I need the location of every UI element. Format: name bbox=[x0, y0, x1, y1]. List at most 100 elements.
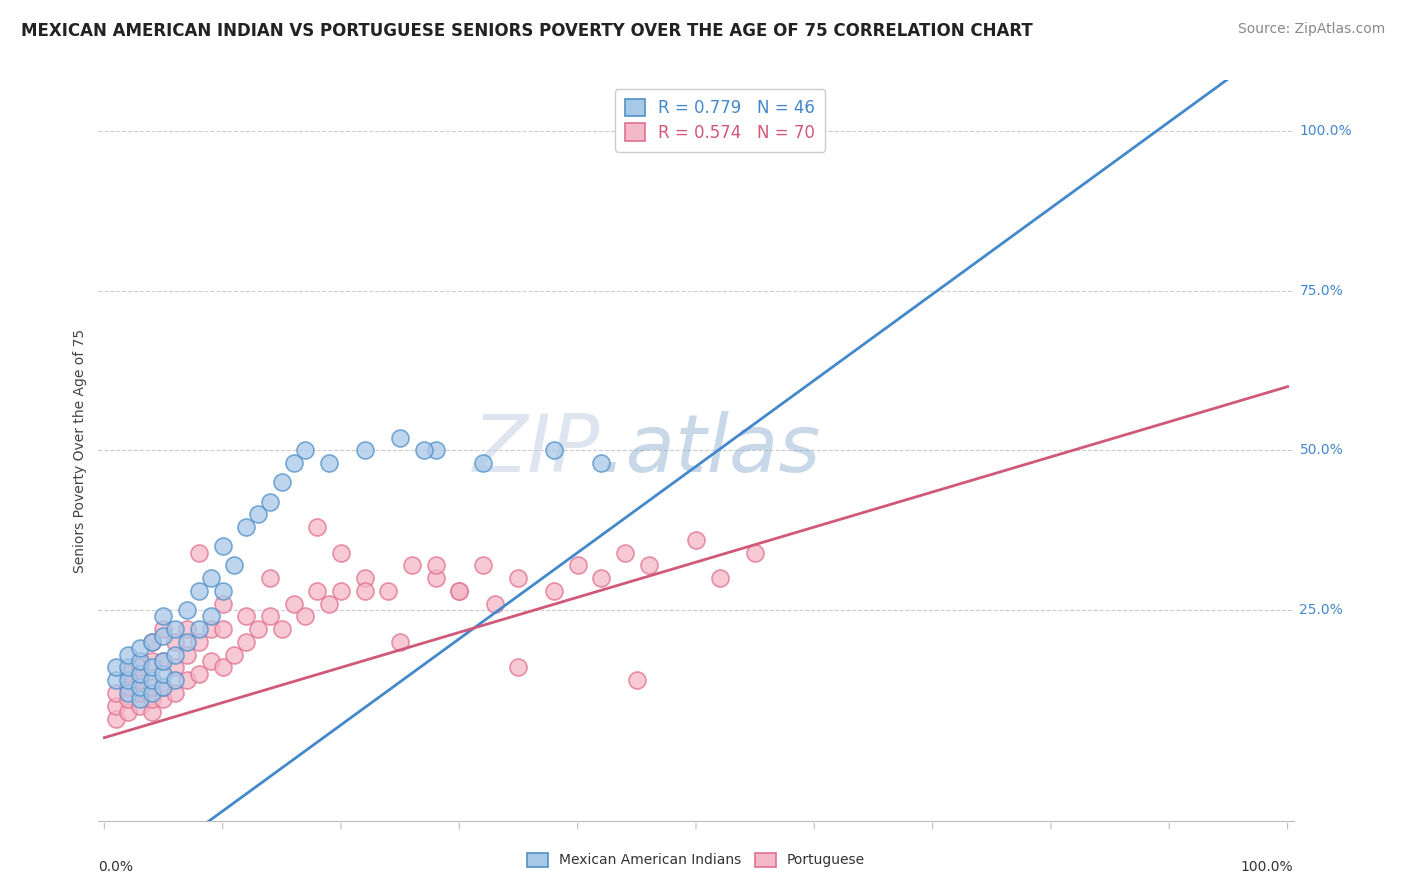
Point bbox=[128, 673, 150, 688]
Text: 100.0%: 100.0% bbox=[1241, 860, 1294, 873]
Point bbox=[744, 545, 766, 559]
Point bbox=[105, 698, 128, 713]
Point bbox=[128, 686, 150, 700]
Point bbox=[188, 545, 211, 559]
Point bbox=[330, 583, 353, 598]
Point bbox=[141, 680, 163, 694]
Text: 100.0%: 100.0% bbox=[1299, 124, 1353, 138]
Point bbox=[141, 705, 163, 719]
Point bbox=[117, 686, 139, 700]
Point bbox=[152, 654, 174, 668]
Point bbox=[152, 666, 174, 681]
Point bbox=[141, 673, 163, 688]
Point bbox=[294, 443, 316, 458]
Point bbox=[105, 673, 128, 688]
Text: 50.0%: 50.0% bbox=[1299, 443, 1343, 458]
Point bbox=[283, 456, 305, 470]
Point bbox=[353, 583, 375, 598]
Point bbox=[152, 609, 174, 624]
Point bbox=[401, 558, 423, 573]
Point bbox=[377, 583, 399, 598]
Point bbox=[117, 666, 139, 681]
Point bbox=[117, 705, 139, 719]
Point bbox=[259, 571, 281, 585]
Point bbox=[141, 635, 163, 649]
Point bbox=[128, 654, 150, 668]
Point bbox=[235, 520, 257, 534]
Point bbox=[188, 583, 211, 598]
Point bbox=[117, 680, 139, 694]
Point bbox=[425, 571, 447, 585]
Point bbox=[283, 597, 305, 611]
Point bbox=[165, 686, 187, 700]
Point bbox=[188, 622, 211, 636]
Point bbox=[211, 660, 233, 674]
Point bbox=[141, 686, 163, 700]
Point bbox=[259, 609, 281, 624]
Point bbox=[176, 648, 198, 662]
Point bbox=[318, 597, 340, 611]
Point bbox=[224, 648, 246, 662]
Point bbox=[128, 692, 150, 706]
Point bbox=[211, 597, 233, 611]
Point bbox=[389, 635, 412, 649]
Point bbox=[141, 654, 163, 668]
Point bbox=[200, 609, 222, 624]
Point bbox=[105, 686, 128, 700]
Point bbox=[200, 571, 222, 585]
Point bbox=[188, 635, 211, 649]
Point bbox=[152, 654, 174, 668]
Point bbox=[141, 692, 163, 706]
Point bbox=[449, 583, 471, 598]
Y-axis label: Seniors Poverty Over the Age of 75: Seniors Poverty Over the Age of 75 bbox=[73, 328, 87, 573]
Point bbox=[709, 571, 731, 585]
Point bbox=[105, 660, 128, 674]
Legend: Mexican American Indians, Portuguese: Mexican American Indians, Portuguese bbox=[522, 847, 870, 873]
Point bbox=[165, 648, 187, 662]
Point bbox=[307, 520, 329, 534]
Point bbox=[141, 660, 163, 674]
Point bbox=[165, 622, 187, 636]
Point bbox=[270, 622, 292, 636]
Point bbox=[176, 603, 198, 617]
Point bbox=[412, 443, 434, 458]
Point bbox=[128, 641, 150, 656]
Point bbox=[389, 431, 412, 445]
Point bbox=[472, 558, 495, 573]
Point bbox=[543, 443, 565, 458]
Point bbox=[128, 666, 150, 681]
Point bbox=[508, 571, 530, 585]
Point bbox=[637, 558, 659, 573]
Point bbox=[117, 673, 139, 688]
Point bbox=[330, 545, 353, 559]
Point bbox=[176, 635, 198, 649]
Point bbox=[165, 673, 187, 688]
Point bbox=[128, 698, 150, 713]
Point bbox=[235, 635, 257, 649]
Point bbox=[141, 635, 163, 649]
Point bbox=[128, 660, 150, 674]
Point bbox=[484, 597, 506, 611]
Point bbox=[176, 622, 198, 636]
Point bbox=[188, 666, 211, 681]
Point bbox=[152, 680, 174, 694]
Point bbox=[235, 609, 257, 624]
Text: MEXICAN AMERICAN INDIAN VS PORTUGUESE SENIORS POVERTY OVER THE AGE OF 75 CORRELA: MEXICAN AMERICAN INDIAN VS PORTUGUESE SE… bbox=[21, 22, 1033, 40]
Point bbox=[105, 712, 128, 726]
Point bbox=[294, 609, 316, 624]
Point bbox=[353, 443, 375, 458]
Point bbox=[472, 456, 495, 470]
Point bbox=[543, 583, 565, 598]
Text: 25.0%: 25.0% bbox=[1299, 603, 1343, 617]
Point bbox=[200, 654, 222, 668]
Point bbox=[318, 456, 340, 470]
Point bbox=[270, 475, 292, 490]
Point bbox=[626, 673, 648, 688]
Point bbox=[165, 660, 187, 674]
Point bbox=[117, 660, 139, 674]
Point bbox=[165, 635, 187, 649]
Point bbox=[685, 533, 707, 547]
Point bbox=[117, 692, 139, 706]
Point bbox=[224, 558, 246, 573]
Point bbox=[425, 558, 447, 573]
